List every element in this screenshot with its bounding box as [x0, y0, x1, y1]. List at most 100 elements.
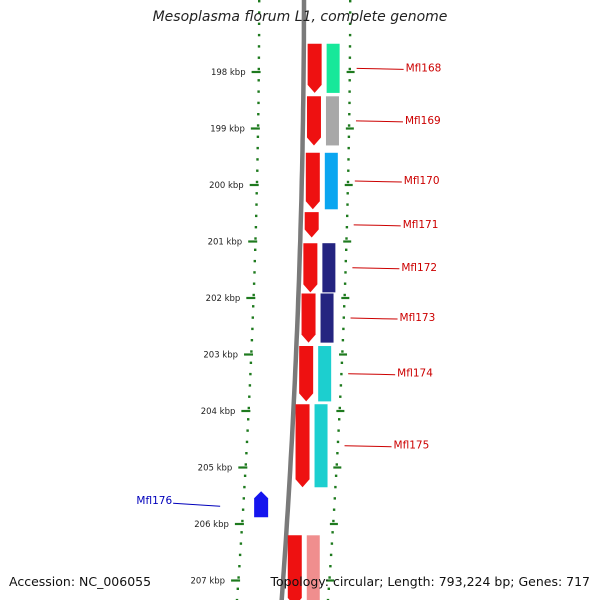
- scale-dot: [340, 361, 344, 364]
- scale-dot: [256, 135, 260, 138]
- scale-dot: [237, 576, 240, 579]
- gene-track: [254, 43, 340, 600]
- scale-dot: [239, 542, 243, 545]
- scale-dot: [344, 259, 347, 263]
- scale-dot: [257, 56, 261, 59]
- scale-dot: [349, 11, 352, 14]
- gene-arrow: [287, 535, 302, 600]
- scale-dot: [236, 587, 239, 590]
- scale-dot: [250, 339, 254, 342]
- scale-dot: [341, 339, 345, 342]
- scale-dot: [344, 271, 347, 274]
- scale-dots-right: [326, 0, 352, 600]
- scale-dot: [347, 146, 350, 150]
- gene-label: Mfl174: [397, 368, 433, 380]
- scale-dot: [254, 248, 257, 251]
- scale-dot: [247, 406, 250, 410]
- scale-dot: [256, 146, 259, 150]
- scale-dot: [251, 327, 254, 331]
- scale-dot: [328, 576, 331, 579]
- scale-dot: [246, 429, 249, 432]
- scale-dot: [346, 214, 349, 218]
- gene-arrow: [295, 404, 310, 488]
- scale-dot: [247, 418, 250, 421]
- scale-dot: [346, 192, 349, 195]
- scale-dot: [254, 226, 258, 229]
- accession-label: Accession: NC_006055: [9, 574, 152, 589]
- scale-dot: [345, 237, 348, 240]
- scale-dot: [248, 395, 251, 398]
- tick-label: 199 kbp: [210, 125, 245, 135]
- scale-dot: [327, 587, 330, 590]
- scale-dot: [256, 124, 260, 127]
- scale-dot: [339, 395, 342, 398]
- scale-dot: [253, 271, 256, 274]
- scale-dot: [348, 101, 351, 105]
- scale-dot: [257, 101, 260, 105]
- gene-arrow: [303, 243, 318, 293]
- scale-dot: [347, 158, 350, 161]
- gene-leader: [350, 317, 398, 320]
- scale-dot: [342, 327, 345, 331]
- scale-dot: [252, 293, 255, 297]
- tick-label: 207 kbp: [190, 577, 225, 587]
- cog-bar: [306, 535, 320, 600]
- gene-label: Mfl168: [406, 62, 442, 74]
- scale-dot: [345, 248, 348, 251]
- scale-dot: [349, 0, 352, 3]
- scale-dot: [238, 565, 241, 568]
- scale-dot: [258, 0, 261, 3]
- scale-dot: [329, 553, 333, 557]
- cog-bar: [324, 152, 338, 210]
- scale-dot: [346, 203, 349, 206]
- scale-dot: [252, 282, 256, 285]
- scale-dot: [257, 45, 261, 48]
- tick-label: 202 kbp: [206, 294, 241, 304]
- scale-dot: [254, 237, 257, 240]
- scale-dot: [245, 440, 249, 444]
- tick-label: 198 kbp: [211, 68, 246, 78]
- scale-dot: [335, 463, 338, 466]
- scale-dot: [343, 305, 346, 308]
- scale-ticks: 198 kbp 199 kbp 200 kbp 201 kbp 202 kbp 203 k…: [190, 68, 355, 587]
- scale-dot: [345, 226, 349, 229]
- scale-dot: [329, 565, 332, 568]
- scale-dot: [343, 293, 346, 297]
- gene-arrow: [254, 491, 269, 518]
- scale-dot: [347, 124, 351, 127]
- gene-leader: [173, 502, 221, 507]
- genome-backbone: [279, 0, 307, 600]
- scale-dot: [235, 598, 239, 600]
- gene-arrow: [305, 152, 320, 210]
- scale-dot: [342, 316, 345, 319]
- gene-leader: [354, 180, 402, 183]
- scale-dot: [251, 316, 254, 319]
- scale-dot: [346, 180, 350, 184]
- scale-dot: [257, 79, 260, 82]
- scale-dot: [257, 33, 261, 37]
- gene-arrow: [299, 346, 314, 402]
- gene-leader: [356, 67, 404, 70]
- cog-bar: [314, 404, 328, 488]
- scale-dot: [334, 485, 337, 489]
- cog-bar: [318, 346, 332, 402]
- cog-bar: [322, 243, 336, 293]
- scale-dot: [252, 305, 255, 308]
- scale-dot: [255, 192, 258, 195]
- scale-dot: [243, 485, 246, 489]
- tick-label: 206 kbp: [194, 520, 229, 530]
- scale-dot: [348, 79, 351, 82]
- scale-dot: [348, 45, 352, 48]
- scale-dot: [257, 113, 260, 116]
- scale-dot: [348, 113, 351, 116]
- gene-arrow: [306, 96, 321, 146]
- scale-dot: [245, 452, 248, 455]
- scale-dot: [347, 135, 351, 138]
- scale-dot: [332, 519, 335, 523]
- scale-dots-left: [235, 0, 261, 600]
- scale-dot: [241, 508, 245, 511]
- scale-dot: [347, 169, 350, 172]
- scale-dot: [348, 33, 352, 37]
